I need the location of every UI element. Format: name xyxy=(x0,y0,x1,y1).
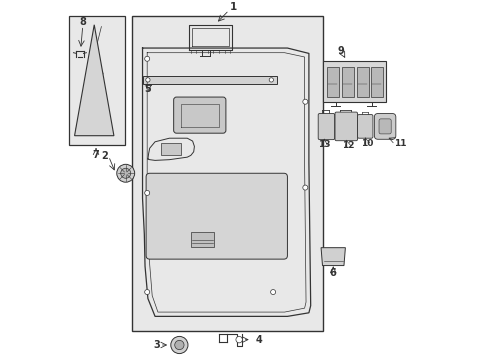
Bar xyxy=(341,67,353,98)
Bar xyxy=(356,67,368,98)
Text: 4: 4 xyxy=(255,335,262,345)
Text: 3: 3 xyxy=(153,340,160,350)
Circle shape xyxy=(145,78,150,82)
Bar xyxy=(190,232,214,247)
Circle shape xyxy=(268,78,273,82)
Bar xyxy=(161,143,181,156)
Bar xyxy=(370,67,382,98)
Text: 6: 6 xyxy=(329,269,336,278)
Text: 10: 10 xyxy=(360,139,373,148)
FancyBboxPatch shape xyxy=(146,173,287,259)
Circle shape xyxy=(144,289,149,294)
Circle shape xyxy=(302,99,307,104)
Text: 1: 1 xyxy=(230,2,237,12)
FancyBboxPatch shape xyxy=(318,113,334,140)
Text: 5: 5 xyxy=(143,84,150,94)
FancyBboxPatch shape xyxy=(173,97,225,133)
FancyBboxPatch shape xyxy=(374,113,395,139)
Circle shape xyxy=(121,168,130,178)
Circle shape xyxy=(270,289,275,294)
Circle shape xyxy=(144,56,149,61)
Circle shape xyxy=(174,340,183,350)
Circle shape xyxy=(144,190,149,195)
Circle shape xyxy=(117,164,134,182)
Circle shape xyxy=(235,336,242,343)
Text: 9: 9 xyxy=(337,46,344,56)
Bar xyxy=(69,16,124,145)
FancyBboxPatch shape xyxy=(378,119,390,134)
Text: 12: 12 xyxy=(341,141,354,150)
Polygon shape xyxy=(321,248,345,266)
Text: 8: 8 xyxy=(79,17,86,27)
Bar xyxy=(142,76,276,84)
FancyBboxPatch shape xyxy=(357,114,372,138)
Text: 11: 11 xyxy=(393,139,406,148)
FancyBboxPatch shape xyxy=(334,112,357,141)
Bar xyxy=(323,60,385,102)
Text: 2: 2 xyxy=(101,151,107,161)
Circle shape xyxy=(170,336,187,354)
Text: 13: 13 xyxy=(318,140,330,149)
Text: 7: 7 xyxy=(92,150,99,160)
Bar xyxy=(326,67,338,98)
Circle shape xyxy=(302,185,307,190)
Polygon shape xyxy=(74,25,114,136)
Bar xyxy=(132,16,323,331)
